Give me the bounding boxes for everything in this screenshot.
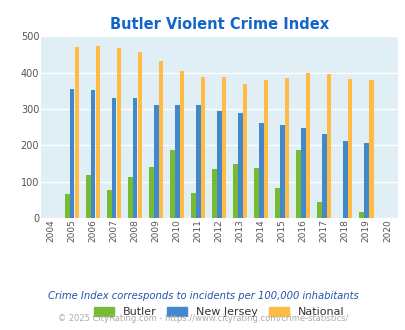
- Bar: [363, 143, 368, 218]
- Text: Crime Index corresponds to incidents per 100,000 inhabitants: Crime Index corresponds to incidents per…: [47, 291, 358, 301]
- Bar: [347, 80, 352, 218]
- Bar: [179, 71, 184, 218]
- Bar: [300, 128, 305, 218]
- Bar: [175, 105, 179, 218]
- Bar: [368, 80, 373, 218]
- Bar: [232, 164, 237, 218]
- Bar: [111, 98, 116, 218]
- Bar: [200, 77, 205, 218]
- Bar: [86, 175, 90, 218]
- Legend: Butler, New Jersey, National: Butler, New Jersey, National: [90, 303, 347, 320]
- Bar: [191, 193, 195, 218]
- Bar: [221, 77, 226, 218]
- Bar: [211, 169, 216, 218]
- Bar: [96, 46, 100, 218]
- Bar: [91, 90, 95, 218]
- Bar: [170, 149, 174, 218]
- Bar: [258, 123, 263, 218]
- Bar: [153, 105, 158, 218]
- Bar: [149, 167, 153, 218]
- Bar: [65, 194, 69, 218]
- Bar: [342, 141, 347, 218]
- Bar: [128, 177, 132, 218]
- Bar: [158, 61, 163, 218]
- Bar: [137, 52, 142, 218]
- Bar: [242, 84, 247, 218]
- Bar: [358, 213, 363, 218]
- Bar: [116, 48, 121, 218]
- Bar: [216, 112, 221, 218]
- Bar: [279, 124, 284, 218]
- Bar: [326, 75, 330, 218]
- Bar: [305, 73, 310, 218]
- Bar: [196, 105, 200, 218]
- Bar: [132, 98, 137, 218]
- Bar: [284, 79, 289, 218]
- Bar: [70, 88, 74, 218]
- Bar: [275, 188, 279, 218]
- Bar: [107, 190, 111, 218]
- Text: © 2025 CityRating.com - https://www.cityrating.com/crime-statistics/: © 2025 CityRating.com - https://www.city…: [58, 314, 347, 323]
- Bar: [263, 80, 268, 218]
- Bar: [75, 47, 79, 218]
- Bar: [237, 113, 242, 218]
- Bar: [321, 134, 326, 218]
- Bar: [295, 149, 300, 218]
- Bar: [316, 202, 321, 218]
- Title: Butler Violent Crime Index: Butler Violent Crime Index: [109, 17, 328, 32]
- Bar: [254, 168, 258, 218]
